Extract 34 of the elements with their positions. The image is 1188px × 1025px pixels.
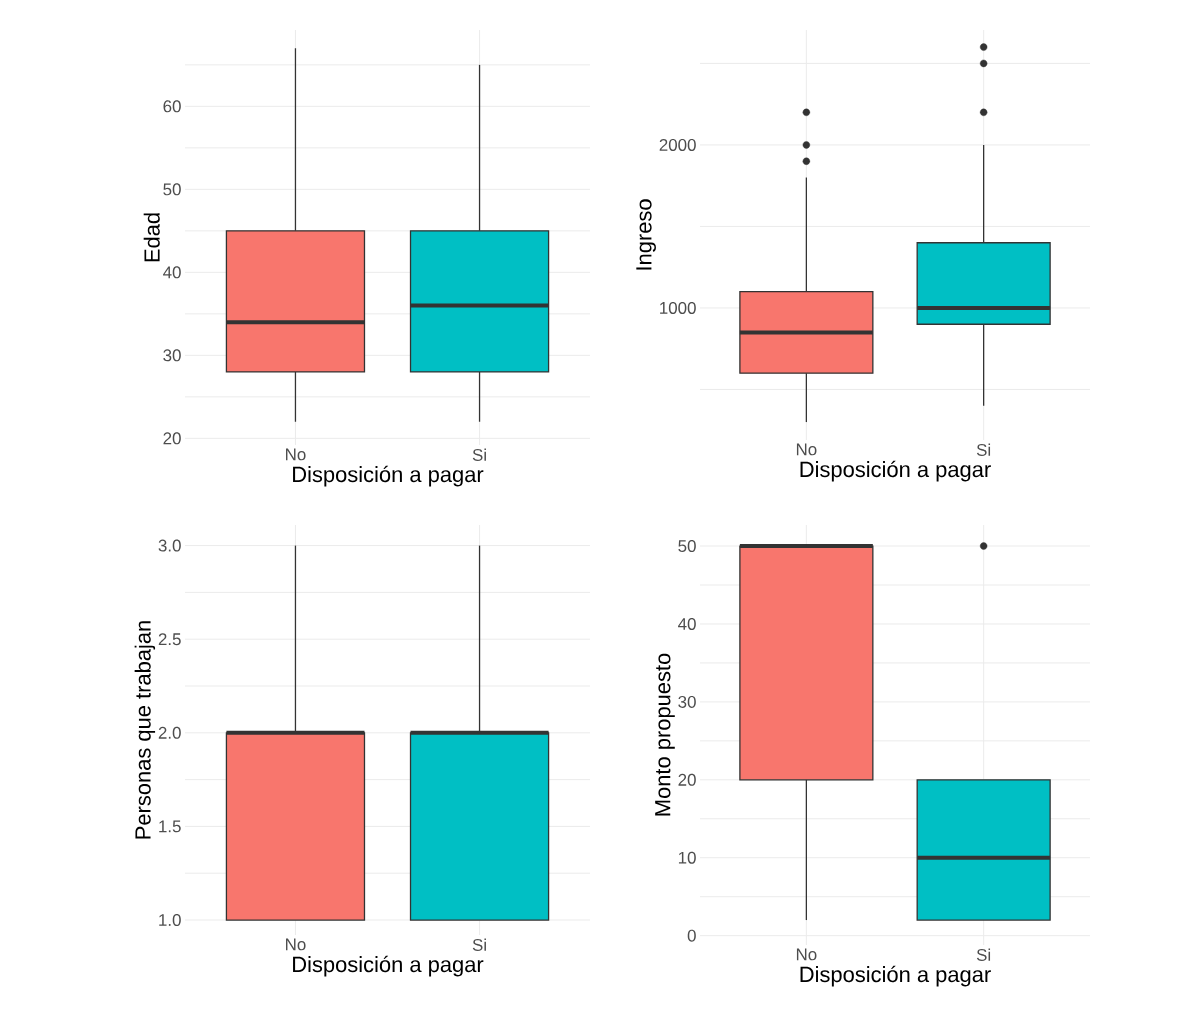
x-tick-label: Si <box>976 948 991 961</box>
y-tick-label: 20 <box>678 773 696 786</box>
y-tick-label: 40 <box>163 266 181 279</box>
y-tick-label: 0 <box>687 929 696 942</box>
y-tick-label: 50 <box>678 540 696 553</box>
y-tick-label: 1.5 <box>159 820 181 833</box>
y-tick-label: 30 <box>678 695 696 708</box>
x-axis-title: Disposición a pagar <box>293 955 484 977</box>
y-tick-label: 2.0 <box>158 726 181 739</box>
y-tick-label: 30 <box>163 349 181 362</box>
y-tick-label: 3.0 <box>158 539 181 552</box>
x-axis-title: Disposición a pagar <box>293 465 484 487</box>
x-tick-label: Si <box>976 443 991 456</box>
y-tick-label: 2.5 <box>158 633 181 646</box>
y-tick-label: 1.0 <box>159 914 181 927</box>
y-tick-label: 60 <box>163 100 181 113</box>
y-axis-title: Ingreso <box>636 199 656 270</box>
y-axis-title: Personas que trabajan <box>134 621 156 839</box>
y-tick-label: 20 <box>163 432 181 445</box>
x-tick-label: No <box>286 448 306 461</box>
y-tick-label: 50 <box>163 183 181 196</box>
y-tick-label: 2000 <box>659 138 696 151</box>
x-axis-title: Disposición a pagar <box>800 965 991 987</box>
y-axis-title: Edad <box>143 213 160 262</box>
y-tick-label: 40 <box>678 617 696 630</box>
y-tick-label: 1000 <box>660 301 696 314</box>
x-tick-label: Si <box>472 448 486 461</box>
x-tick-label: No <box>796 443 817 456</box>
x-tick-label: No <box>286 938 306 951</box>
x-tick-label: Si <box>472 938 486 951</box>
x-axis-title: Disposición a pagar <box>800 460 991 482</box>
y-tick-label: 10 <box>678 851 696 864</box>
y-axis-title: Monto propuesto <box>655 653 675 816</box>
x-tick-label: No <box>796 948 817 961</box>
